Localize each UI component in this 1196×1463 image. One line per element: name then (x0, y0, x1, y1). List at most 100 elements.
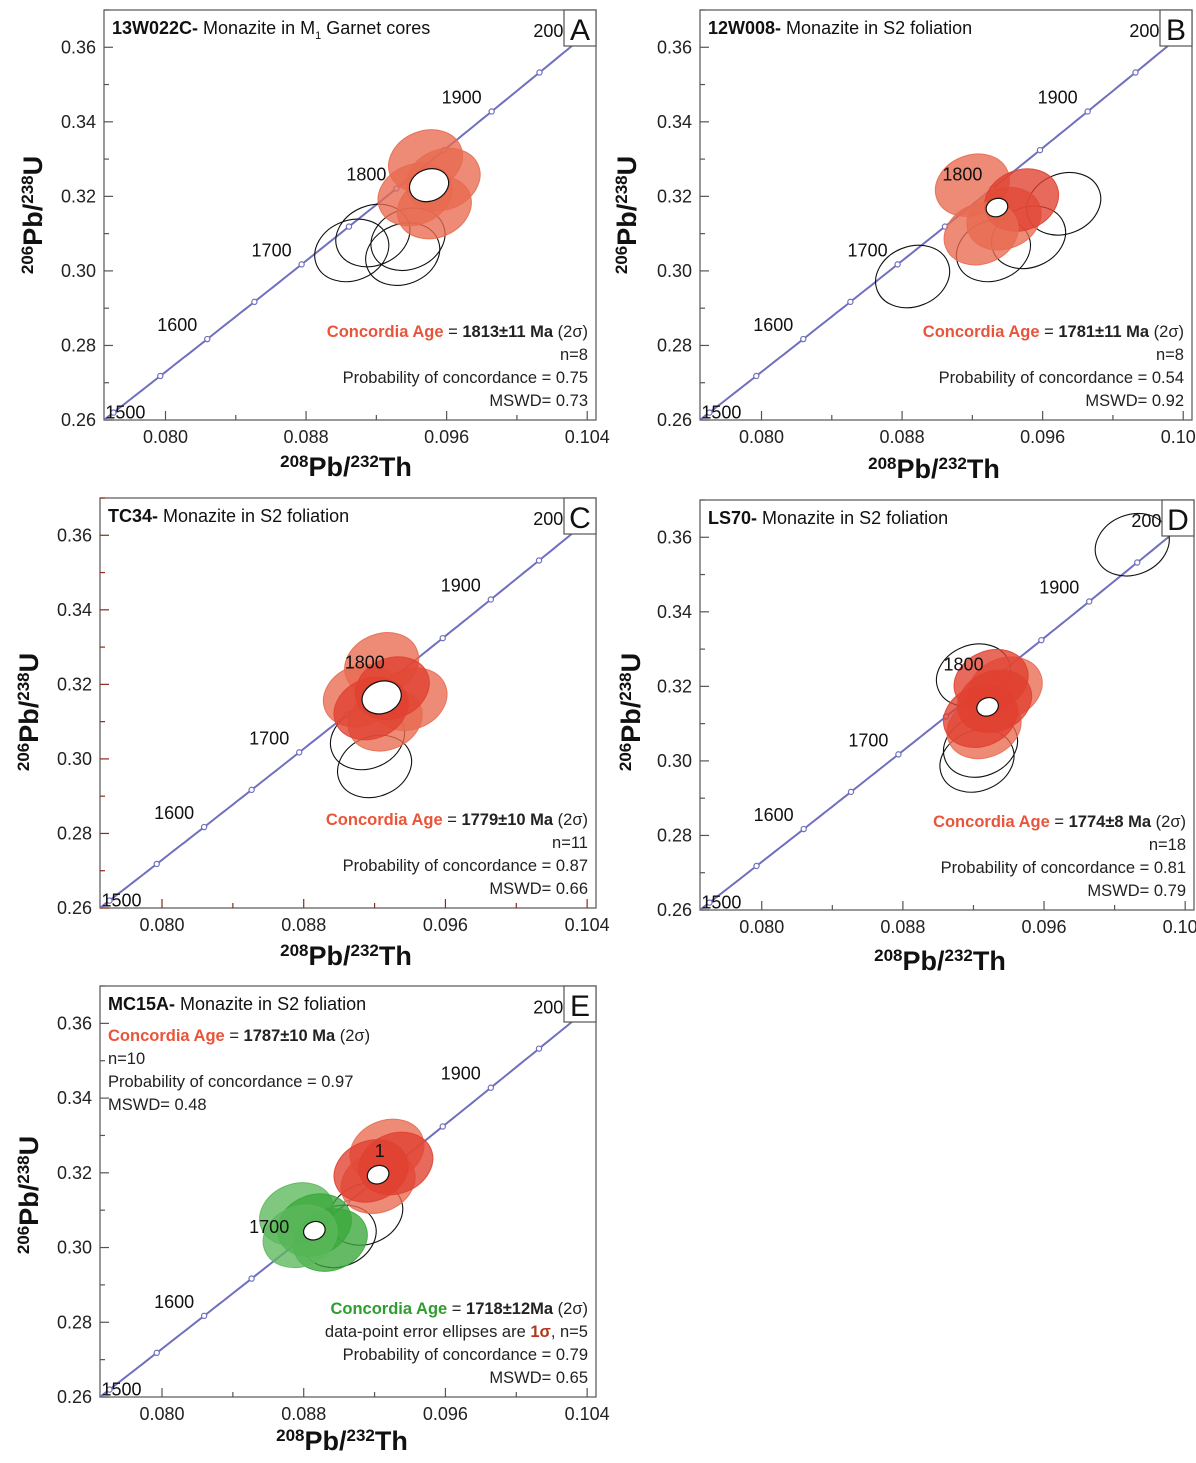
concordia-age-label: 1700 (252, 240, 292, 260)
concordia-age-marker (633, 967, 638, 972)
y-axis-title: 206Pb/238U (14, 1136, 44, 1254)
x-tick-label: 0.104 (565, 1404, 610, 1424)
stat-line: MSWD= 0.92 (1085, 392, 1184, 410)
x-axis-sup: 208 (276, 1426, 304, 1445)
concordia-age-label: 1900 (442, 87, 482, 107)
concordia-age-label: 2000 (533, 21, 573, 41)
concordia-age-marker (535, 1045, 543, 1052)
concordia-age-marker (110, 409, 117, 416)
concordia-age-marker (345, 223, 353, 230)
sample-description: Garnet cores (321, 18, 430, 38)
y-tick-label: 0.30 (57, 1238, 92, 1258)
concordia-age-marker (660, 446, 665, 451)
stat-text: MSWD= 0.66 (489, 880, 588, 898)
x-tick-label: 0.096 (1022, 917, 1067, 937)
y-tick-label: 0.26 (57, 1387, 92, 1407)
concordia-age-marker (535, 557, 543, 564)
plot-frame (99, 497, 597, 909)
y-axis-sup: 206 (616, 743, 635, 771)
stat-line: Concordia Age = 1813±11 Ma (2σ) (327, 323, 588, 341)
x-axis-title: 208Pb/232Th (868, 454, 1000, 484)
sample-description: Monazite in S2 foliation (781, 18, 972, 38)
panel-title: MC15A- Monazite in S2 foliation (108, 994, 366, 1014)
plot-frame (103, 9, 597, 421)
stat-line: Concordia Age = 1781±11 Ma (2σ) (923, 323, 1184, 341)
y-axis-sup: 238 (612, 175, 631, 203)
sample-id: MC15A- (108, 994, 175, 1014)
concordia-age-key: Concordia Age (327, 323, 444, 341)
x-axis-sup: 208 (280, 941, 308, 960)
stat-value: 1787±10 Ma (244, 1027, 336, 1045)
panel-letter: D (1167, 504, 1189, 537)
x-axis-sup: 208 (280, 452, 308, 471)
concordia-age-label: 1600 (154, 1292, 194, 1312)
y-tick-label: 0.34 (657, 112, 692, 132)
concordia-age-label: 1800 (942, 165, 982, 185)
sample-description: Monazite in S2 foliation (175, 994, 366, 1014)
y-tick-label: 0.32 (61, 186, 96, 206)
x-axis-title: 208Pb/232Th (276, 1426, 408, 1456)
x-axis-sup: 208 (874, 946, 902, 965)
stat-suffix: (2σ) (1149, 323, 1184, 341)
concordia-age-label: 1500 (701, 403, 741, 423)
stat-line: data-point error ellipses are 1σ, n=5 (325, 1323, 588, 1341)
panel-title: 12W008- Monazite in S2 foliation (708, 18, 972, 38)
concordia-age-marker (706, 409, 713, 416)
stat-text: = (1040, 323, 1059, 341)
plot-frame (99, 985, 597, 1398)
concordia-age-ellipse (976, 697, 999, 717)
concordia-age-label: 1800 (346, 165, 386, 185)
concordia-age-label: 1800 (345, 653, 385, 673)
sample-description: Monazite in M (198, 18, 315, 38)
stat-value: 1774±8 Ma (1069, 813, 1152, 831)
concordia-age-marker (200, 823, 208, 831)
error-ellipse-filled (953, 649, 1029, 713)
stat-text: MSWD= 0.73 (489, 392, 588, 410)
y-tick-label: 0.26 (57, 898, 92, 918)
x-axis-sup: 232 (347, 1426, 375, 1445)
sample-description: Monazite in S2 foliation (757, 508, 948, 528)
stat-value: 1σ (530, 1323, 550, 1341)
x-axis-main: Th (379, 941, 412, 971)
stat-line: MSWD= 0.73 (489, 392, 588, 410)
concordia-age-label: 2000 (533, 509, 573, 529)
y-tick-label: 0.36 (57, 525, 92, 545)
x-tick-label: 0.088 (880, 917, 925, 937)
panel-letter: E (570, 990, 590, 1023)
y-tick-label: 0.28 (657, 335, 692, 355)
x-tick-label: 0.096 (424, 427, 469, 447)
concordia-age-label: 1900 (1039, 577, 1079, 597)
stat-text: Probability of concordance = 0.97 (108, 1073, 353, 1091)
concordia-age-marker (106, 1386, 113, 1393)
chart-panel-B: 0.080 0.088 0.096 0.104 0.26 0.28 0.30 0.32 0.34… (612, 9, 1196, 484)
stat-text: = (225, 1027, 244, 1045)
stat-line: Probability of concordance = 0.87 (343, 857, 588, 875)
error-ellipse-open (365, 222, 441, 286)
stat-text: n=10 (108, 1050, 145, 1068)
concordia-age-marker (248, 1275, 255, 1282)
panel-letter-box (563, 9, 597, 47)
error-ellipse-filled (262, 1204, 338, 1269)
x-tick-label: 0.088 (284, 427, 329, 447)
concordia-age-marker (251, 298, 258, 306)
concordia-age-key: Concordia Age (923, 323, 1040, 341)
stat-line: n=10 (108, 1050, 145, 1068)
y-axis-main: U (616, 653, 646, 673)
concordia-age-marker (298, 261, 305, 268)
stat-value: 1781±11 Ma (1058, 323, 1150, 341)
y-axis-main: Pb/ (612, 203, 642, 246)
concordia-age-marker (248, 786, 255, 794)
y-axis-main: U (14, 1136, 44, 1156)
y-tick-label: 0.32 (657, 186, 692, 206)
subscript: 1 (315, 30, 321, 42)
x-axis-sup: 232 (351, 452, 379, 471)
concordia-age-marker (1038, 636, 1045, 644)
panel-letter: A (570, 14, 590, 47)
stat-line: n=11 (552, 834, 588, 852)
y-tick-label: 0.28 (57, 1312, 92, 1332)
stat-line: MSWD= 0.65 (489, 1369, 588, 1387)
y-tick-label: 0.36 (657, 37, 692, 57)
stat-text: n=11 (552, 834, 588, 852)
concordia-age-marker (753, 372, 760, 380)
y-axis-sup: 206 (14, 743, 33, 771)
